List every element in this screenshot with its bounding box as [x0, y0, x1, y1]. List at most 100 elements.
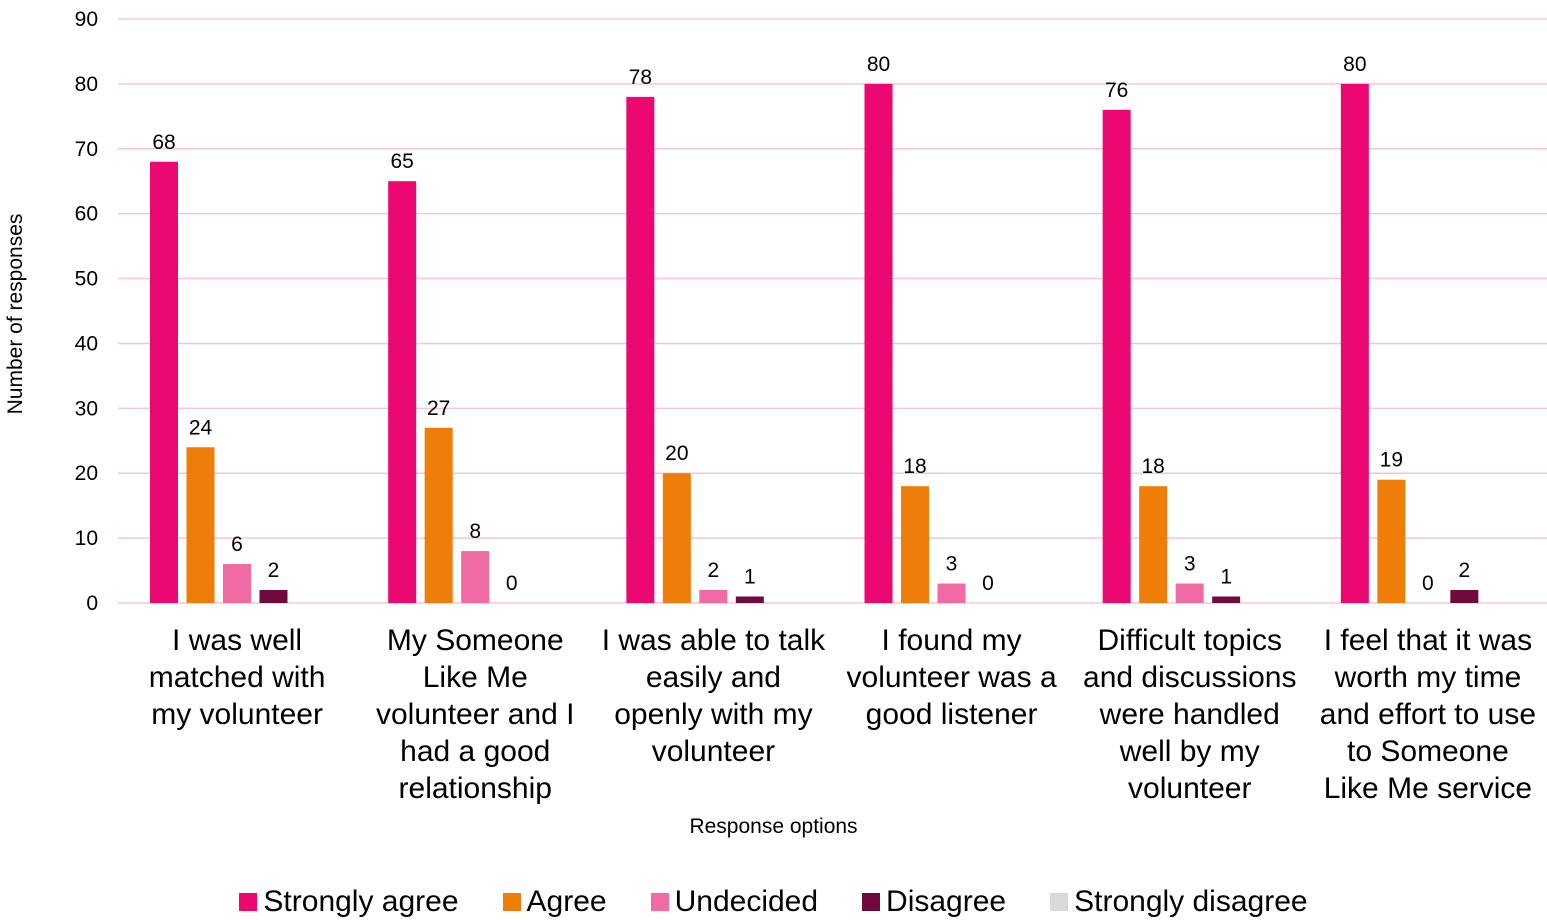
- x-tick-label-line: and effort to use: [1320, 698, 1536, 731]
- bar: [186, 447, 215, 603]
- legend-item: Undecided: [650, 884, 819, 920]
- data-label: 65: [390, 150, 413, 173]
- bar: [699, 590, 728, 603]
- bar: [223, 564, 251, 603]
- data-label: 1: [744, 566, 756, 589]
- bar: [626, 96, 655, 603]
- bar: [1175, 583, 1204, 603]
- bar: [1212, 596, 1241, 603]
- y-tick-label: 90: [75, 8, 98, 31]
- data-label: 6: [231, 533, 243, 556]
- x-tick-label-line: matched with: [149, 661, 326, 694]
- bar: [901, 486, 929, 603]
- data-label: 2: [707, 559, 719, 582]
- y-tick-label: 30: [75, 397, 98, 420]
- data-label: 80: [867, 53, 890, 76]
- x-tick-label: Difficult topics and discussions were hand…: [1083, 624, 1296, 805]
- data-label: 78: [629, 66, 652, 89]
- x-tick-label-line: volunteer: [652, 735, 775, 768]
- data-label: 0: [982, 572, 994, 595]
- data-label: 80: [1343, 53, 1366, 76]
- x-tick-label-line: Like Me service: [1324, 772, 1532, 805]
- x-tick-label-line: openly with my: [614, 698, 812, 731]
- data-label: 18: [1141, 455, 1164, 478]
- x-tick-label-line: My Someone: [387, 624, 564, 657]
- bar: [937, 583, 966, 603]
- data-label: 2: [268, 559, 280, 582]
- bar: [424, 427, 453, 603]
- bar: [1139, 486, 1168, 603]
- data-label: 0: [506, 572, 518, 595]
- x-tick-label: I was able to talk easily and openly with …: [602, 624, 826, 768]
- x-tick-label-line: volunteer was a: [847, 661, 1057, 694]
- bar: [388, 181, 417, 603]
- legend-label: Strongly agree: [263, 885, 459, 918]
- legend-item: Disagree: [862, 884, 1006, 920]
- data-label: 76: [1105, 79, 1128, 102]
- x-tick-label-line: and discussions: [1083, 661, 1296, 694]
- data-label: 8: [469, 520, 481, 543]
- x-tick-label-line: to Someone: [1347, 735, 1509, 768]
- data-label: 2: [1458, 559, 1470, 582]
- data-label: 1: [1220, 566, 1232, 589]
- x-tick-label-line: had a good: [400, 735, 550, 768]
- legend-swatch: [239, 893, 258, 911]
- data-label: 68: [152, 131, 175, 154]
- bar: [1450, 590, 1479, 603]
- x-tick-label: I was well matched with my volunteer: [149, 624, 326, 731]
- x-tick-label: I feel that it was worth my time and effor…: [1320, 624, 1536, 805]
- bar: [259, 590, 288, 603]
- x-tick-label: I found my volunteer was a good listener: [847, 624, 1057, 731]
- x-tick-label-line: easily and: [646, 661, 781, 694]
- legend-item: Strongly agree: [239, 884, 459, 920]
- x-tick-label-line: good listener: [866, 698, 1038, 731]
- x-tick-label-line: relationship: [399, 772, 552, 805]
- bar: [864, 83, 893, 603]
- y-tick-label: 80: [75, 73, 98, 96]
- bar: [1340, 83, 1369, 603]
- bar: [150, 161, 178, 603]
- legend-item: Strongly disagree: [1050, 884, 1308, 920]
- y-tick-label: 40: [75, 332, 98, 355]
- legend-label: Undecided: [674, 885, 819, 918]
- x-tick-label-line: Difficult topics: [1097, 624, 1282, 657]
- x-tick-label-line: my volunteer: [151, 698, 323, 731]
- x-tick-label-line: I was able to talk: [602, 624, 826, 657]
- y-axis-title: Number of responses: [4, 213, 27, 415]
- bar: [461, 551, 490, 603]
- x-axis-title: Response options: [689, 815, 858, 838]
- y-tick-label: 60: [75, 203, 98, 226]
- x-tick-label-line: I was well: [172, 624, 302, 657]
- bar: [735, 596, 764, 603]
- x-tick-label-line: volunteer: [1128, 772, 1251, 805]
- data-label: 24: [189, 416, 213, 439]
- x-tick-label-line: were handled: [1099, 698, 1280, 731]
- x-tick-label: My Someone Like Me volunteer and I had a go…: [376, 624, 574, 805]
- bar: [662, 473, 691, 603]
- legend-swatch: [502, 893, 521, 911]
- x-tick-label-line: worth my time: [1334, 661, 1522, 694]
- legend-label: Strongly disagree: [1074, 885, 1308, 918]
- legend-swatch: [862, 893, 881, 911]
- data-label: 20: [665, 442, 688, 465]
- y-tick-label: 50: [75, 268, 98, 291]
- legend-swatch: [1050, 893, 1069, 911]
- x-tick-label-line: volunteer and I: [376, 698, 574, 731]
- data-label: 3: [1184, 553, 1196, 576]
- data-label: 0: [1422, 572, 1434, 595]
- legend-label: Agree: [526, 885, 607, 918]
- data-label: 27: [427, 397, 450, 420]
- legend: Strongly agree Agree Undecided Disagree Stro…: [0, 884, 1547, 920]
- bar: [1102, 109, 1131, 603]
- legend-swatch: [650, 893, 669, 911]
- y-tick-label: 20: [75, 462, 98, 485]
- x-tick-label-line: I feel that it was: [1324, 624, 1532, 657]
- y-tick-label: 0: [86, 592, 98, 615]
- y-tick-label: 70: [75, 138, 98, 161]
- data-label: 18: [903, 455, 926, 478]
- x-tick-label-line: well by my: [1119, 735, 1260, 768]
- y-tick-label: 10: [75, 527, 98, 550]
- legend-label: Disagree: [886, 885, 1007, 918]
- bar: [1377, 479, 1406, 603]
